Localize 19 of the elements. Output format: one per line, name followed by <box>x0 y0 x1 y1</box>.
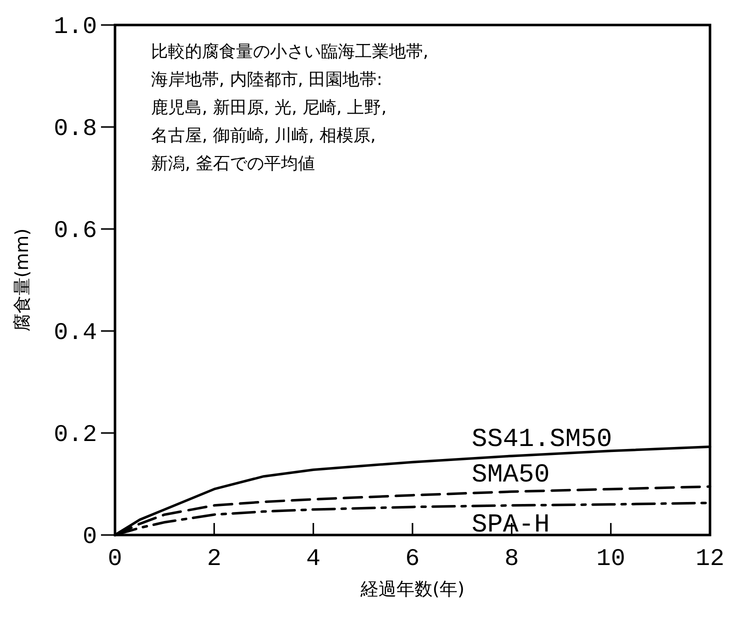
y-axis-title: 腐食量(mm) <box>12 228 33 332</box>
x-tick-label: 6 <box>405 546 420 573</box>
series-label: SMA50 <box>472 460 550 490</box>
y-tick-label: 0.2 <box>54 422 97 449</box>
annotation: 比較的腐食量の小さい臨海工業地帯, 海岸地帯, 内陸都市, 田園地帯: 鹿児島, 新田原, 光, 尼崎, 上野, 名古屋, 御前崎, 川崎, 相模原, 新潟, 釜石での平均値 <box>151 42 428 174</box>
y-tick-label: 0 <box>82 524 97 551</box>
x-tick-label: 2 <box>206 546 222 573</box>
x-tick-label: 8 <box>504 546 519 573</box>
x-tick-label: 12 <box>696 546 724 573</box>
x-tick-label: 0 <box>108 546 122 573</box>
y-tick-label: 0.8 <box>54 116 97 143</box>
x-tick-label: 10 <box>596 546 626 573</box>
y-tick-label: 0.6 <box>54 218 97 245</box>
y-tick-label: 1.0 <box>54 14 97 41</box>
y-tick-label: 0.4 <box>54 320 97 347</box>
series-label: SS41.SM50 <box>472 424 612 454</box>
x-tick-label: 4 <box>306 546 321 573</box>
series-label: SPA-H <box>472 509 550 540</box>
x-axis-title: 経過年数(年) <box>359 579 465 600</box>
